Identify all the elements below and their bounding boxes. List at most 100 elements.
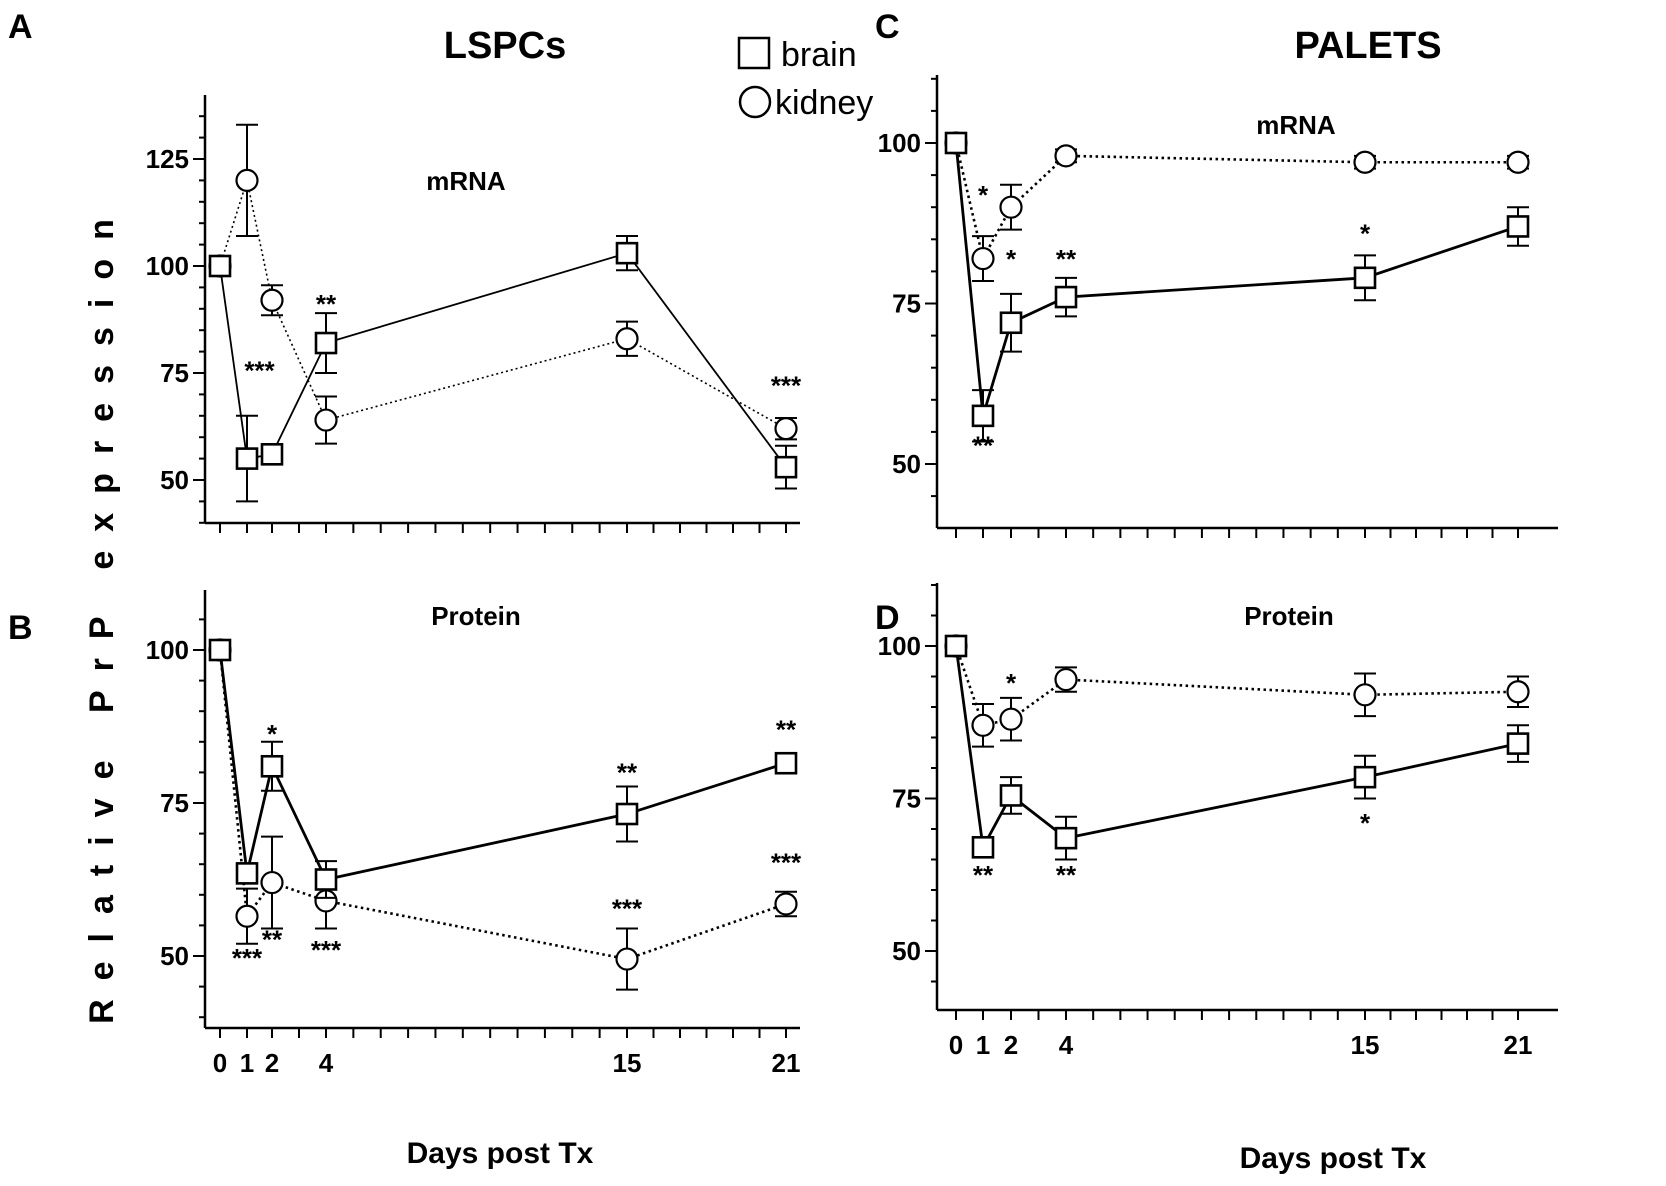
panel-sublabel: Protein [431, 601, 521, 631]
brain-marker [615, 241, 639, 265]
significance-label: * [267, 719, 278, 749]
legend-square-marker [737, 36, 771, 70]
brain-marker [774, 455, 798, 479]
kidney-series-line [219, 177, 787, 430]
y-tick-label: 75 [892, 289, 921, 319]
significance-label: ** [617, 758, 638, 788]
kidney-marker [1506, 680, 1530, 704]
legend: brain kidney [737, 36, 873, 122]
significance-label: *** [232, 943, 263, 973]
brain-marker [971, 404, 995, 428]
kidney-marker [1054, 667, 1078, 692]
kidney-marker [774, 417, 798, 441]
y-tick-label: 125 [146, 144, 189, 174]
y-tick-label: 100 [878, 128, 921, 158]
brain-marker [314, 868, 338, 891]
brain-marker [944, 131, 968, 155]
kidney-marker [999, 707, 1023, 731]
y-tick-label: 100 [146, 251, 189, 281]
legend-brain: brain [781, 36, 857, 74]
brain-marker [1506, 215, 1530, 238]
y-tick-label: 75 [160, 788, 189, 818]
panel-sublabel: mRNA [426, 166, 506, 196]
brain-marker [235, 862, 259, 885]
brain-marker [999, 784, 1023, 807]
significance-label: ** [316, 289, 337, 319]
panel-sublabel: Protein [1244, 601, 1334, 631]
kidney-series-line [954, 645, 1519, 727]
x-tick-label: 1 [976, 1030, 990, 1060]
y-tick-label: 50 [160, 465, 189, 495]
significance-label: *** [771, 848, 802, 878]
kidney-marker [971, 246, 995, 271]
kidney-marker [235, 904, 259, 928]
kidney-marker [615, 947, 639, 971]
brain-marker [260, 443, 284, 466]
legend-kidney: kidney [775, 84, 873, 122]
panel-sublabel: mRNA [1256, 110, 1336, 140]
significance-label: ** [973, 430, 994, 460]
x-tick-label: 4 [319, 1048, 334, 1078]
brain-marker [1054, 826, 1078, 850]
kidney-marker [314, 408, 338, 432]
significance-label: ** [1056, 244, 1077, 274]
x-axis-title-right: Days post Tx [1240, 1142, 1427, 1175]
x-tick-label: 1 [240, 1048, 254, 1078]
kidney-marker [971, 713, 995, 737]
significance-label: * [978, 180, 989, 210]
kidney-marker [1353, 683, 1377, 707]
panel-letter-b: B [8, 609, 33, 647]
x-tick-label: 21 [1504, 1030, 1533, 1060]
brain-marker [1506, 732, 1530, 755]
brain-marker [615, 802, 639, 826]
significance-label: * [1360, 808, 1371, 838]
significance-label: *** [612, 893, 643, 923]
y-tick-label: 100 [146, 635, 189, 665]
x-tick-label: 15 [1351, 1030, 1380, 1060]
kidney-marker [260, 288, 284, 312]
y-tick-label: 50 [160, 941, 189, 971]
x-tick-label: 21 [772, 1048, 801, 1078]
significance-label: *** [311, 935, 342, 965]
kidney-marker [260, 870, 284, 895]
y-tick-label: 75 [892, 784, 921, 814]
x-tick-label: 4 [1059, 1030, 1074, 1060]
brain-marker [314, 331, 338, 355]
brain-marker [999, 311, 1023, 335]
x-tick-label: 2 [1004, 1030, 1018, 1060]
kidney-series-line [954, 142, 1518, 263]
kidney-marker [1353, 150, 1377, 174]
y-axis-title: Relative PrP expression [83, 200, 121, 1024]
significance-label: *** [771, 370, 802, 400]
y-tick-label: 50 [892, 449, 921, 479]
kidney-marker [774, 892, 798, 916]
brain-marker [971, 835, 995, 859]
kidney-marker [615, 327, 639, 351]
brain-marker [944, 634, 968, 658]
title-lspcs: LSPCs [444, 25, 566, 67]
panel-letter-c: C [875, 8, 900, 46]
brain-marker [1054, 285, 1078, 309]
x-tick-label: 0 [949, 1030, 963, 1060]
x-tick-label: 0 [213, 1048, 227, 1078]
significance-label: ** [973, 860, 994, 890]
significance-label: * [1006, 244, 1017, 274]
y-tick-label: 100 [878, 631, 921, 661]
panel-letter-a: A [8, 8, 33, 46]
x-axis-title-left: Days post Tx [407, 1137, 594, 1170]
brain-marker [208, 254, 232, 278]
title-palets: PALETS [1294, 25, 1441, 67]
significance-label: * [1006, 668, 1017, 698]
brain-marker [1353, 765, 1377, 789]
x-tick-label: 15 [613, 1048, 642, 1078]
brain-series-line [218, 649, 787, 882]
y-tick-label: 75 [160, 358, 189, 388]
y-tick-label: 50 [892, 936, 921, 966]
kidney-marker [999, 195, 1023, 219]
legend-circle-marker [738, 85, 772, 119]
